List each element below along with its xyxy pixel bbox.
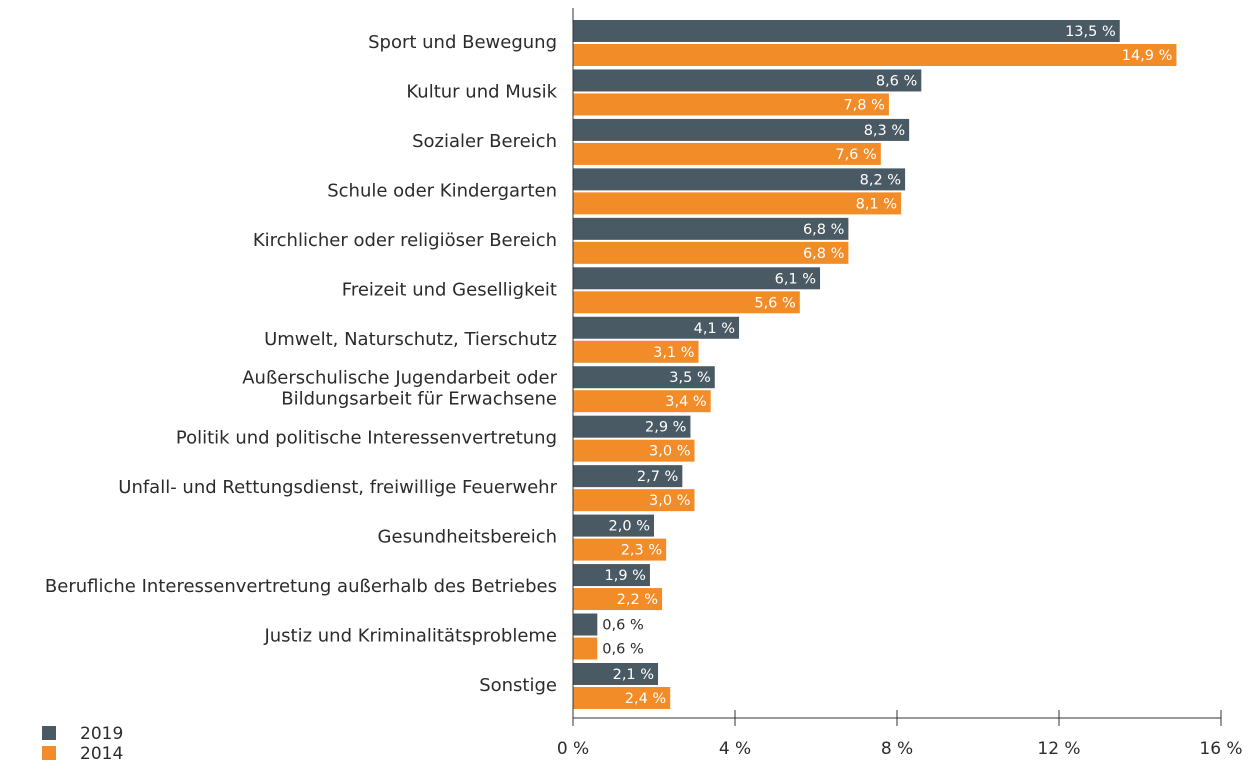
value-label: 2,3 % [621, 543, 662, 559]
value-label: 13,5 % [1065, 24, 1116, 40]
bar [573, 44, 1177, 66]
bar [573, 514, 654, 537]
value-label: 8,1 % [856, 196, 897, 212]
bar [573, 267, 821, 290]
bar [573, 637, 598, 660]
value-label: 4,1 % [694, 321, 735, 337]
bar [573, 291, 800, 314]
bar [573, 588, 663, 611]
bar [573, 217, 849, 240]
value-label: 1,9 % [604, 568, 645, 584]
category-label: Unfall- und Rettungsdienst, freiwillige … [118, 477, 557, 498]
bar [573, 241, 849, 264]
value-label: 2,2 % [617, 592, 658, 608]
value-label: 7,6 % [835, 147, 876, 163]
category-label: Sport und Bewegung [368, 32, 557, 53]
bar [573, 415, 691, 438]
category-label: Sozialer Bereich [412, 131, 557, 152]
value-label: 2,4 % [625, 691, 666, 707]
bar [573, 168, 906, 191]
legend-swatch [42, 746, 56, 760]
category-label: Kultur und Musik [406, 81, 557, 102]
legend-label: 2019 [80, 724, 123, 744]
value-label: 8,3 % [864, 123, 905, 139]
x-tick-label: 16 % [1199, 739, 1242, 759]
value-label: 3,4 % [665, 394, 706, 410]
value-label: 3,0 % [649, 444, 690, 460]
bar [573, 340, 699, 363]
x-tick-label: 0 % [557, 739, 589, 759]
x-tick-label: 8 % [881, 739, 913, 759]
value-label: 8,2 % [860, 172, 901, 188]
bar [573, 489, 695, 512]
value-label: 0,6 % [602, 618, 643, 634]
category-label: Umwelt, Naturschutz, Tierschutz [264, 329, 557, 350]
bar [573, 20, 1120, 42]
legend-label: 2014 [80, 744, 123, 764]
bar [573, 390, 711, 413]
value-label: 6,8 % [803, 222, 844, 238]
category-label: Schule oder Kindergarten [327, 180, 557, 201]
value-label: 6,8 % [803, 246, 844, 262]
bar [573, 118, 910, 141]
bar [573, 142, 881, 165]
value-label: 2,0 % [609, 519, 650, 535]
category-label-line: Außerschulische Jugendarbeit oder [242, 368, 557, 389]
category-label: Justiz und Kriminalitätsprobleme [263, 626, 557, 647]
category-label: Kirchlicher oder religiöser Bereich [253, 230, 557, 251]
bar [573, 439, 695, 462]
bar [573, 366, 715, 389]
legend-swatch [42, 726, 56, 740]
bar [573, 69, 922, 92]
x-tick-label: 12 % [1037, 739, 1080, 759]
category-label: Freizeit und Geselligkeit [342, 279, 557, 300]
value-label: 5,6 % [754, 295, 795, 311]
value-label: 2,9 % [645, 420, 686, 436]
category-label: Berufliche Interessenvertretung außerhal… [45, 576, 557, 597]
category-label: Gesundheitsbereich [378, 527, 557, 548]
bar [573, 564, 650, 587]
bar [573, 538, 667, 561]
category-label: Außerschulische Jugendarbeit oder Bildung… [242, 368, 557, 410]
bar [573, 686, 671, 709]
bar [573, 93, 889, 116]
bar [573, 613, 598, 636]
bar [573, 192, 902, 215]
bar [573, 316, 740, 339]
bar [573, 465, 683, 488]
category-label: Politik und politische Interessenvertret… [176, 428, 557, 449]
value-label: 2,7 % [637, 469, 678, 485]
value-label: 7,8 % [843, 97, 884, 113]
category-label-line: Bildungsarbeit für Erwachsene [281, 389, 557, 410]
value-label: 2,1 % [613, 667, 654, 683]
category-label: Sonstige [479, 675, 557, 696]
value-label: 3,0 % [649, 493, 690, 509]
value-label: 14,9 % [1122, 48, 1173, 64]
bar [573, 662, 659, 685]
value-label: 8,6 % [876, 73, 917, 89]
x-tick-label: 4 % [719, 739, 751, 759]
value-label: 6,1 % [775, 271, 816, 287]
value-label: 3,5 % [669, 370, 710, 386]
value-label: 0,6 % [602, 642, 643, 658]
value-label: 3,1 % [653, 345, 694, 361]
